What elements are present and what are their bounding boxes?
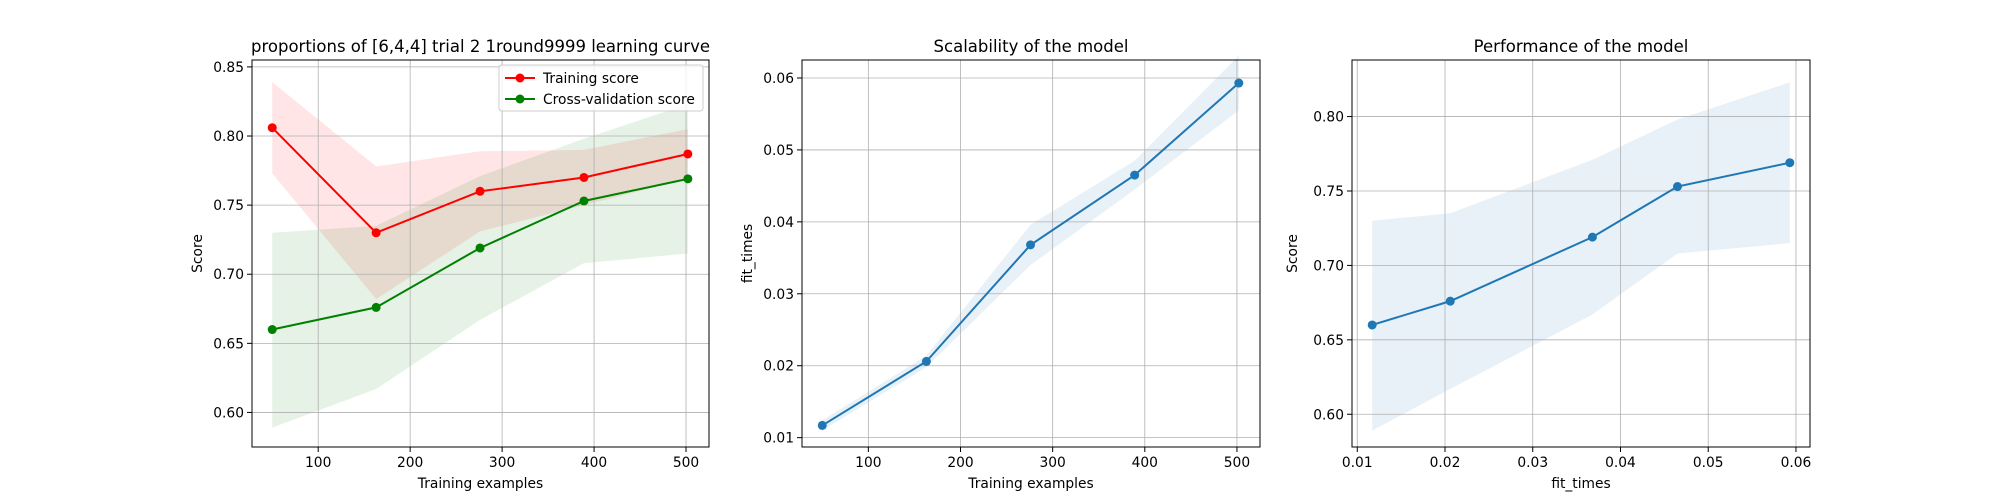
data-point <box>475 186 485 196</box>
y-tick-label: 0.60 <box>213 405 244 421</box>
x-tick-label: 500 <box>673 455 699 471</box>
learning-curve-panel: 100 200 300 400 500 0.60 0.65 0.70 0.75 0.80 0.85… <box>190 37 710 492</box>
x-tick-label: 0.01 <box>1342 455 1373 471</box>
y-axis-label: Score <box>1285 234 1301 273</box>
data-point <box>683 149 693 159</box>
plot-frame <box>801 59 1261 448</box>
x-tick-label: 0.03 <box>1517 455 1548 471</box>
y-tick-label: 0.05 <box>763 143 794 159</box>
x-tick-label: 0.06 <box>1781 455 1812 471</box>
data-point <box>475 243 485 253</box>
scalability-panel: 100 200 300 400 500 0.01 0.02 0.03 0.04 0.05 0.06… <box>740 37 1261 492</box>
x-axis-ticks: 0.01 0.02 0.03 0.04 0.05 0.06 <box>1342 447 1811 471</box>
x-tick-label: 0.05 <box>1693 455 1724 471</box>
x-tick-label: 400 <box>1132 455 1158 471</box>
performance-panel: 0.01 0.02 0.03 0.04 0.05 0.06 0.60 0.65 0.70 0.7… <box>1285 37 1811 492</box>
confidence-band-1 <box>272 104 688 428</box>
x-tick-label: 0.04 <box>1605 455 1636 471</box>
y-tick-label: 0.60 <box>1313 407 1344 423</box>
confidence-bands <box>1372 82 1790 431</box>
grid-lines <box>1352 60 1810 447</box>
legend-frame <box>498 64 704 112</box>
data-point <box>1587 232 1597 242</box>
chart-title: proportions of [6,4,4] trial 2 1round999… <box>251 37 710 56</box>
y-tick-label: 0.03 <box>763 287 794 303</box>
x-tick-label: 400 <box>581 455 607 471</box>
y-axis-label: Score <box>190 234 206 273</box>
x-axis-ticks: 100 200 300 400 500 <box>305 447 699 471</box>
data-point <box>921 356 931 366</box>
x-tick-label: 300 <box>1039 455 1065 471</box>
legend-label-training: Training score <box>542 71 639 87</box>
series-lines <box>1367 158 1795 330</box>
y-tick-label: 0.75 <box>1313 184 1344 200</box>
series-lines <box>817 78 1244 430</box>
x-axis-label: Training examples <box>417 476 543 492</box>
x-axis-label: Training examples <box>967 476 1093 492</box>
grid-lines <box>252 60 709 447</box>
chart-title: Performance of the model <box>1474 37 1689 56</box>
y-axis-ticks: 0.60 0.65 0.70 0.75 0.80 <box>1313 110 1352 423</box>
chart-title: Scalability of the model <box>934 37 1129 56</box>
grid-lines <box>802 60 1260 447</box>
data-point <box>1026 240 1036 250</box>
data-point <box>1445 296 1455 306</box>
legend-entry-cross-validation-score: Cross-validation score <box>505 92 695 108</box>
x-tick-label: 0.02 <box>1430 455 1461 471</box>
data-point <box>371 302 381 312</box>
x-tick-label: 300 <box>489 455 515 471</box>
x-axis-ticks: 100 200 300 400 500 <box>855 447 1250 471</box>
x-axis-label: fit_times <box>1551 476 1610 492</box>
y-axis-ticks: 0.01 0.02 0.03 0.04 0.05 0.06 <box>763 71 802 447</box>
x-tick-label: 200 <box>397 455 423 471</box>
y-tick-label: 0.70 <box>1313 258 1344 274</box>
y-tick-label: 0.80 <box>1313 110 1344 126</box>
data-point <box>1785 158 1795 168</box>
x-tick-label: 500 <box>1224 455 1250 471</box>
y-tick-label: 0.06 <box>763 71 794 87</box>
x-tick-label: 200 <box>947 455 973 471</box>
data-point <box>579 196 589 206</box>
data-point <box>1234 78 1244 88</box>
y-axis-label: fit_times <box>740 224 756 283</box>
y-tick-label: 0.01 <box>763 431 794 447</box>
x-tick-label: 100 <box>855 455 881 471</box>
y-axis-ticks: 0.60 0.65 0.70 0.75 0.80 0.85 <box>213 60 252 421</box>
y-tick-label: 0.04 <box>763 215 794 231</box>
y-tick-label: 0.85 <box>213 60 244 76</box>
y-tick-label: 0.70 <box>213 267 244 283</box>
legend-label-cross-validation: Cross-validation score <box>543 92 695 108</box>
data-point <box>371 228 381 238</box>
legend-entry-training-score: Training score <box>505 71 639 87</box>
confidence-band-0 <box>1372 82 1790 431</box>
y-tick-label: 0.02 <box>763 359 794 375</box>
data-point <box>267 325 277 335</box>
data-point <box>1673 182 1683 192</box>
y-tick-label: 0.65 <box>213 336 244 352</box>
data-point <box>267 123 277 133</box>
data-point <box>683 174 693 184</box>
legend: Training score Cross-validation score <box>498 64 704 112</box>
data-point <box>1130 170 1140 180</box>
data-point <box>579 172 589 182</box>
legend-marker-training <box>515 73 525 83</box>
plot-frame <box>251 59 710 448</box>
plot-frame <box>1351 59 1811 448</box>
y-tick-label: 0.65 <box>1313 333 1344 349</box>
legend-marker-cross-validation <box>515 94 525 104</box>
data-point <box>1367 320 1377 330</box>
x-tick-label: 100 <box>305 455 331 471</box>
y-tick-label: 0.75 <box>213 198 244 214</box>
y-tick-label: 0.80 <box>213 129 244 145</box>
data-point <box>817 420 827 430</box>
series-lines <box>267 123 693 335</box>
